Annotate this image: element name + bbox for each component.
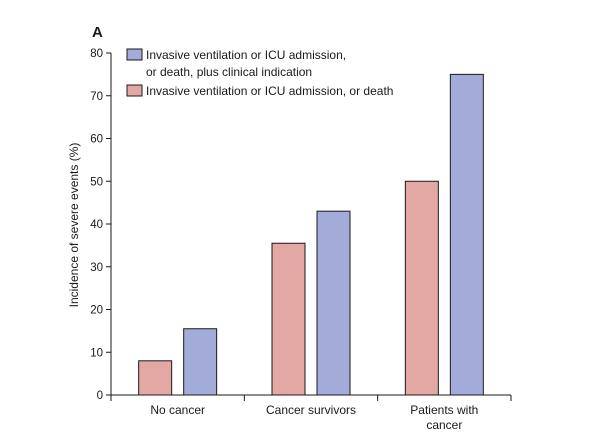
y-axis-title: Incidence of severe events (%) — [67, 143, 81, 308]
legend-label: Invasive ventilation or ICU admission, o… — [146, 84, 393, 98]
panel-label: A — [92, 24, 103, 41]
y-axis-title-group: Incidence of severe events (%) — [67, 143, 81, 308]
y-tick-label: 60 — [90, 134, 103, 146]
bar — [449, 73, 484, 396]
category-label: Patients with — [410, 403, 478, 417]
legend-label: Invasive ventilation or ICU admission, — [146, 48, 346, 62]
y-tick-label: 80 — [90, 48, 103, 60]
bars — [138, 73, 484, 396]
y-tick-label: 0 — [97, 390, 103, 402]
y-tick-label: 50 — [90, 176, 103, 188]
category-label: Cancer survivors — [266, 403, 356, 417]
bar — [138, 360, 173, 396]
y-tick-label: 40 — [90, 219, 103, 231]
axes: 0 10 20 30 40 50 60 70 80 — [90, 48, 512, 402]
bar — [404, 180, 439, 396]
y-tick-label: 20 — [90, 305, 103, 317]
bar — [271, 242, 306, 396]
category-labels: No cancer Cancer survivors Patients withca… — [150, 403, 478, 432]
category-label: cancer — [426, 418, 462, 432]
category-label: No cancer — [150, 403, 205, 417]
bar — [183, 328, 218, 396]
legend-swatch — [126, 48, 143, 61]
y-tick-label: 30 — [90, 262, 103, 274]
legend: Invasive ventilation or ICU admission, or… — [126, 48, 393, 98]
bar — [316, 210, 351, 396]
legend-label: or death, plus clinical indication — [146, 65, 312, 79]
legend-swatch — [126, 84, 143, 97]
y-tick-label: 10 — [90, 347, 103, 359]
y-tick-label: 70 — [90, 91, 103, 103]
